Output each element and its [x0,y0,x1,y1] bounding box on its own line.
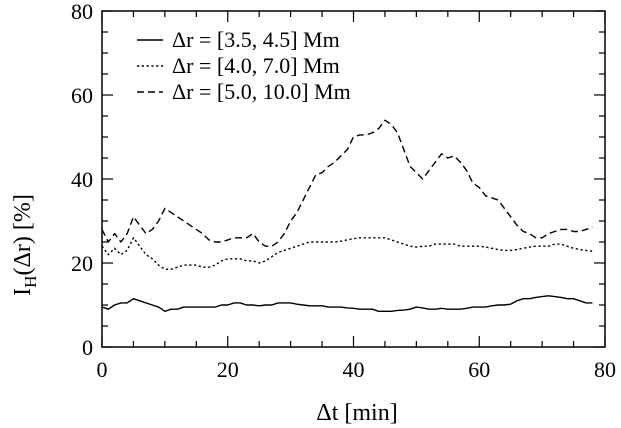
y-axis-label-rest: (Δr) [%] [10,194,36,275]
series-line-1 [101,295,593,312]
axis-tick-labels: 0 20 40 60 80 0 20 40 60 80 [71,0,616,382]
legend-label-1: Δr = [3.5, 4.5] Mm [172,27,340,52]
series-line-3 [101,119,593,247]
y-tick-label: 80 [71,0,93,24]
x-tick-label: 60 [468,357,490,382]
y-tick-label: 60 [71,83,93,108]
axis-ticks [101,10,606,348]
series-line-2 [101,237,593,270]
x-tick-label: 0 [97,357,108,382]
x-tick-label: 40 [343,357,365,382]
y-axis-label-sub: H [21,276,40,288]
y-axis-label: IH(Δr) [%] [10,194,40,296]
y-axis-label-text: IH(Δr) [%] [10,194,40,296]
x-tick-label: 80 [594,357,616,382]
x-axis-label: Δt [min] [316,400,397,426]
x-tick-label: 20 [217,357,239,382]
legend-label-3: Δr = [5.0, 10.0] Mm [172,79,351,104]
y-tick-label: 20 [71,251,93,276]
y-tick-label: 0 [82,335,93,360]
legend-label-2: Δr = [4.0, 7.0] Mm [172,53,340,78]
y-axis-label-main: I [10,288,36,296]
series-lines [101,119,593,312]
y-tick-label: 40 [71,167,93,192]
